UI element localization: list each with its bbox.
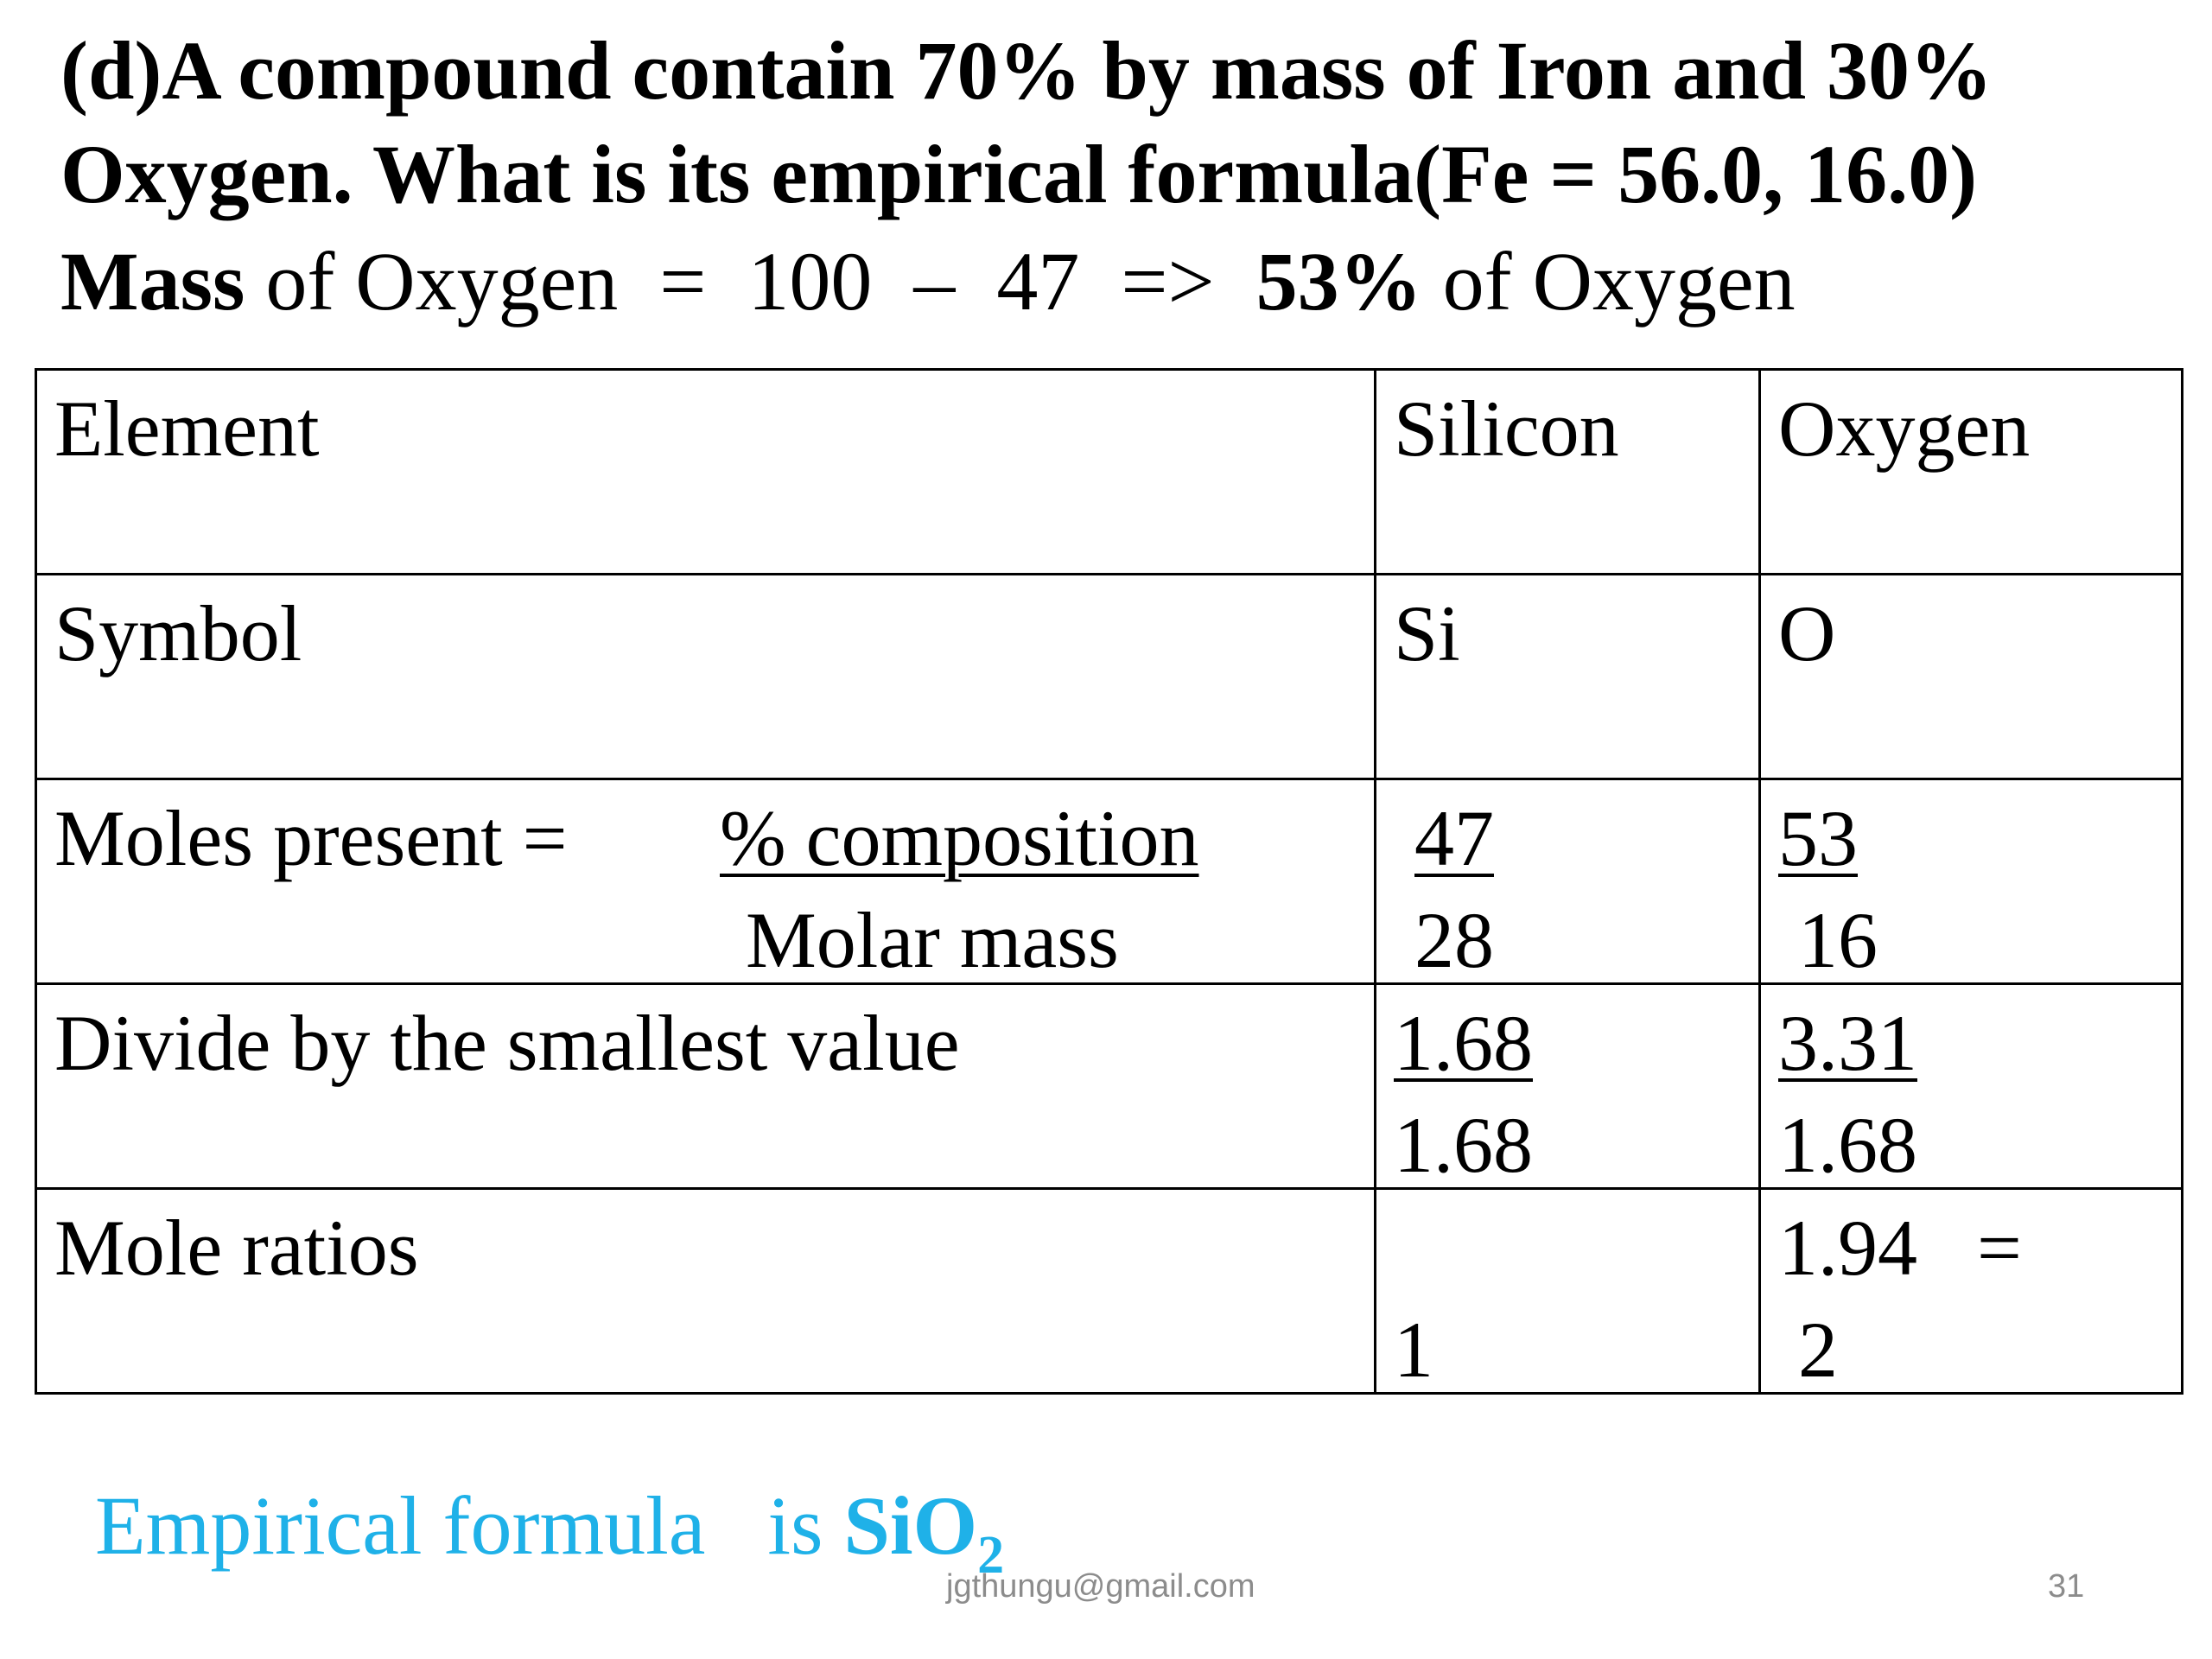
- cell-label: Moles present = % composition Molar mass: [35, 778, 1376, 985]
- cell-silicon: Silicon: [1374, 368, 1761, 575]
- table-row-moles-present: Moles present = % composition Molar mass…: [35, 778, 2183, 985]
- cell-oxygen: 1.94 = 2: [1758, 1187, 2183, 1395]
- mass-line-end: of Oxygen: [1421, 235, 1796, 327]
- calculation-table: Element Silicon Oxygen Symbol Si O Moles…: [35, 368, 2183, 1395]
- formula-subscript: 2: [977, 1526, 1005, 1585]
- cell-label: Mole ratios: [35, 1187, 1376, 1395]
- cell-oxygen: 3.31 1.68: [1758, 982, 2183, 1190]
- cell-oxygen: Oxygen: [1758, 368, 2183, 575]
- table-row-divide: Divide by the smallest value 1.68 1.68 3…: [35, 982, 2183, 1190]
- slide-number: 31: [2048, 1568, 2085, 1605]
- table-row-symbol: Symbol Si O: [35, 573, 2183, 780]
- table-row-element: Element Silicon Oxygen: [35, 368, 2183, 575]
- question-heading: (d)A compound contain 70% by mass of Iro…: [60, 19, 2169, 226]
- cell-label: Divide by the smallest value: [35, 982, 1376, 1190]
- cell-silicon: Si: [1374, 573, 1761, 780]
- heading-line-1: (d)A compound contain 70% by mass of Iro…: [60, 24, 1993, 117]
- table-row-mole-ratios: Mole ratios 1 1.94 = 2: [35, 1187, 2183, 1395]
- mass-of-oxygen-line: Mass of Oxygen = 100 – 47 => 53% of Oxyg…: [60, 230, 1796, 334]
- cell-silicon: 1.68 1.68: [1374, 982, 1761, 1190]
- oxygen-percent: 53%: [1255, 235, 1422, 327]
- cell-oxygen: 53 16: [1758, 778, 2183, 985]
- formula-main: SiO: [843, 1479, 978, 1572]
- footer-email: jgthungu@gmail.com: [946, 1568, 1255, 1605]
- heading-line-2: Oxygen. What is its empirical formula(Fe…: [60, 128, 1978, 220]
- mass-calculation: of Oxygen = 100 – 47 =>: [245, 235, 1256, 327]
- empirical-formula-result: Empirical formula is SiO2: [95, 1479, 1005, 1585]
- cell-silicon: 47 28: [1374, 778, 1761, 985]
- formula-denominator: Molar mass: [746, 896, 1119, 984]
- formula-numerator: % composition: [720, 794, 1199, 882]
- cell-oxygen: O: [1758, 573, 2183, 780]
- cell-silicon: 1: [1374, 1187, 1761, 1395]
- mass-label: Mass: [60, 235, 245, 327]
- cell-label: Symbol: [35, 573, 1376, 780]
- cell-label: Element: [35, 368, 1376, 575]
